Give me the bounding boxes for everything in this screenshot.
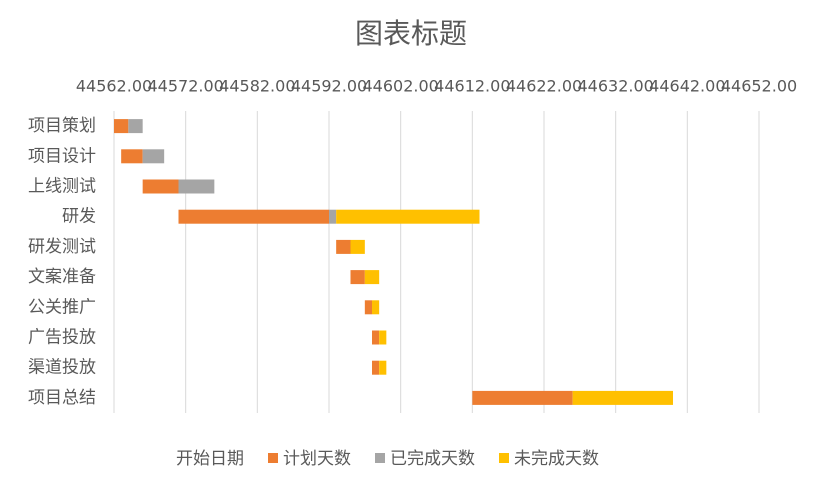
- bar: [364, 270, 380, 285]
- legend-label: 开始日期: [176, 449, 244, 469]
- x-tick-label: 44582.00: [219, 77, 295, 96]
- y-tick-label: 项目策划: [28, 116, 96, 136]
- y-tick-label: 广告投放: [28, 328, 96, 348]
- y-tick-label: 项目设计: [28, 146, 96, 166]
- bar: [114, 119, 129, 134]
- y-tick-label: 研发: [62, 207, 96, 227]
- bar: [128, 119, 143, 134]
- y-tick-label: 上线测试: [28, 177, 96, 197]
- x-tick-label: 44592.00: [291, 77, 367, 96]
- legend-label: 已完成天数: [390, 449, 475, 469]
- bar: [142, 179, 179, 194]
- chart-title: 图表标题: [355, 17, 467, 50]
- x-tick-label: 44622.00: [506, 77, 582, 96]
- bar: [372, 330, 380, 345]
- bar: [178, 179, 215, 194]
- bar: [572, 390, 673, 405]
- bar: [142, 149, 165, 164]
- bar: [329, 209, 337, 224]
- bar: [379, 360, 387, 375]
- bar: [364, 300, 372, 315]
- bar: [336, 239, 351, 254]
- x-tick-label: 44632.00: [577, 77, 653, 96]
- x-tick-label: 44562.00: [76, 77, 152, 96]
- bar: [350, 270, 365, 285]
- bar: [350, 239, 365, 254]
- y-tick-label: 渠道投放: [28, 358, 96, 378]
- legend-swatch: [375, 453, 385, 463]
- bar: [472, 390, 573, 405]
- legend-label: 未完成天数: [514, 449, 599, 469]
- legend-label: 计划天数: [283, 449, 351, 469]
- bar: [121, 149, 143, 164]
- x-tick-label: 44642.00: [649, 77, 725, 96]
- x-tick-label: 44572.00: [147, 77, 223, 96]
- x-tick-label: 44602.00: [362, 77, 438, 96]
- y-tick-label: 研发测试: [28, 237, 96, 257]
- y-tick-label: 公关推广: [28, 297, 96, 317]
- x-tick-label: 44612.00: [434, 77, 510, 96]
- y-tick-label: 文案准备: [28, 267, 96, 287]
- y-tick-label: 项目总结: [28, 388, 96, 408]
- bar: [379, 330, 387, 345]
- bar: [372, 300, 380, 315]
- bar: [336, 209, 480, 224]
- legend-swatch: [499, 453, 509, 463]
- x-tick-label: 44652.00: [721, 77, 797, 96]
- bar: [178, 209, 329, 224]
- legend-swatch: [268, 453, 278, 463]
- bar: [372, 360, 380, 375]
